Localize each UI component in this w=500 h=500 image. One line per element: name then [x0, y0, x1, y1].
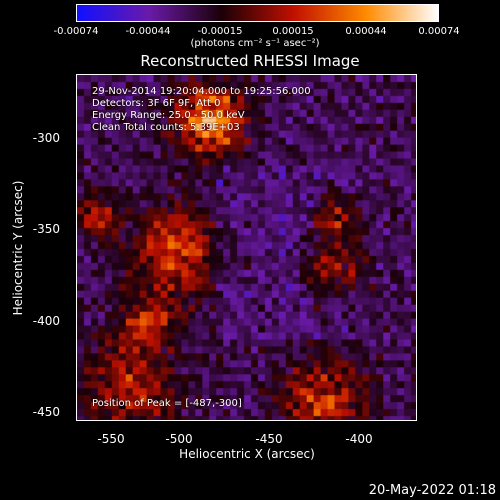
colorbar-tick: 0.00074 [418, 26, 460, 37]
y-tick-label: -450 [32, 405, 60, 419]
info-detectors: Detectors: 3F 6F 9F, Att 0 [92, 98, 221, 109]
colorbar-tick: -0.00015 [197, 26, 243, 37]
colorbar-tick: 0.00044 [345, 26, 387, 37]
x-axis-label: Heliocentric X (arcsec) [179, 447, 315, 461]
colorbar-tick: 0.00015 [272, 26, 314, 37]
x-tick-label: -450 [255, 432, 283, 446]
image-title: Reconstructed RHESSI Image [140, 52, 360, 70]
y-tick-label: -300 [32, 131, 60, 145]
x-tick-label: -550 [97, 432, 125, 446]
rhessi-image-plot[interactable] [76, 74, 417, 421]
colorbar-units: (photons cm⁻² s⁻¹ asec⁻²) [190, 38, 320, 49]
colorbar-tick: -0.00044 [125, 26, 171, 37]
heatmap-canvas [77, 75, 416, 420]
y-tick-label: -350 [32, 222, 60, 236]
info-energy-range: Energy Range: 25.0 - 50.0 keV [92, 110, 245, 121]
info-clean-counts: Clean Total counts: 5.39E+03 [92, 122, 240, 133]
colorbar-tick: -0.00074 [53, 26, 99, 37]
y-tick-label: -400 [32, 314, 60, 328]
x-tick-label: -400 [345, 432, 373, 446]
x-tick-label: -500 [165, 432, 193, 446]
info-time-range: 29-Nov-2014 19:20:04.000 to 19:25:56.000 [92, 86, 311, 97]
peak-position: Position of Peak = [-487,-300] [92, 398, 242, 409]
timestamp: 20-May-2022 01:18 [368, 483, 496, 498]
colorbar [76, 4, 439, 22]
y-axis-label: Heliocentric Y (arcsec) [11, 180, 25, 316]
